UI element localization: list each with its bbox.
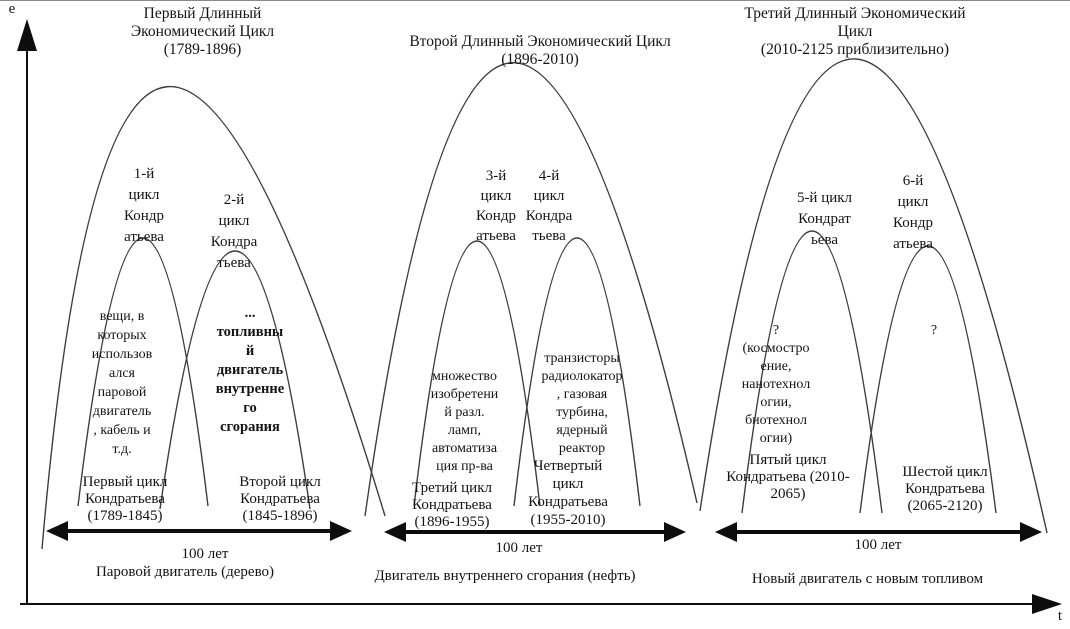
duration-arrow-1-left-head-icon	[46, 521, 68, 541]
duration-arrow-2-right-head-icon	[664, 522, 686, 542]
wave-5-description: ? (космостро ение, нанотехнол огии, биот…	[741, 323, 811, 446]
long-cycle-2-engine-label: Двигатель внутреннего сгорания (нефть)	[374, 568, 636, 584]
long-cycle-3-duration-label: 100 лет	[854, 537, 902, 553]
wave-6-description: ?	[930, 323, 938, 338]
x-axis-arrowhead-icon	[1032, 594, 1062, 614]
x-axis-label: t	[1057, 608, 1063, 624]
kondratiev-wave-4-curve	[513, 237, 641, 507]
kondratiev-wave-1-curve	[77, 237, 209, 507]
kondratiev-wave-2-curve	[159, 250, 311, 510]
wave-3-name: 3-й цикл Кондр атьева	[476, 168, 516, 244]
long-cycle-3-title: Третий Длинный Экономический Цикл (2010-…	[744, 5, 966, 58]
duration-arrow-1-right-head-icon	[330, 521, 352, 541]
long-cycle-1-curve	[41, 85, 386, 550]
long-cycle-1-duration-label: 100 лет	[181, 546, 229, 562]
long-cycle-1-engine-label: Паровой двигатель (дерево)	[95, 564, 275, 580]
y-axis-arrowhead-icon	[17, 19, 37, 51]
wave-1-description: вещи, в которых использов ался паровой д…	[91, 309, 153, 457]
long-cycle-2-curve	[364, 62, 698, 517]
y-axis-label: e	[8, 1, 16, 17]
wave-4-description: транзисторы радиолокатор , газовая турби…	[541, 351, 623, 456]
kondratiev-wave-3-curve	[413, 240, 541, 507]
wave-2-period: Второй цикл Кондратьева (1845-1896)	[239, 474, 321, 524]
duration-arrow-2-left-head-icon	[384, 522, 406, 542]
wave-5-period: Пятый цикл Кондратьева (2010- 2065)	[726, 452, 850, 502]
wave-1-name: 1-й цикл Кондр атьева	[124, 166, 164, 245]
duration-arrow-3-left-head-icon	[715, 522, 737, 542]
wave-6-period: Шестой цикл Кондратьева (2065-2120)	[902, 464, 988, 514]
long-cycle-3-curve	[699, 58, 1048, 534]
wave-2-description: ... топливны й двигатель внутренне го сг…	[215, 305, 285, 435]
wave-2-name: 2-й цикл Кондра тьева	[210, 192, 258, 271]
duration-arrow-3-right-head-icon	[1020, 522, 1042, 542]
wave-4-period: Четвертый цикл Кондратьева (1955-2010)	[528, 458, 608, 528]
long-cycle-2-duration-label: 100 лет	[495, 540, 543, 556]
wave-3-period: Третий цикл Кондратьева (1896-1955)	[412, 480, 492, 530]
kondratiev-wave-5-curve	[741, 230, 883, 514]
kondratiev-wave-6-curve	[859, 245, 997, 514]
wave-6-name: 6-й цикл Кондр атьева	[893, 173, 933, 252]
wave-3-description: множество изобретени й разл. ламп, автом…	[430, 369, 499, 474]
wave-5-name: 5-й цикл Кондрат ьева	[796, 190, 853, 248]
long-cycle-3-engine-label: Новый двигатель с новым топливом	[751, 571, 984, 587]
long-cycle-2-title: Второй Длинный Экономический Цикл (1896-…	[409, 33, 671, 68]
wave-1-period: Первый цикл Кондратьева (1789-1845)	[82, 474, 168, 524]
long-cycle-1-title: Первый Длинный Экономический Цикл (1789-…	[130, 5, 275, 58]
wave-4-name: 4-й цикл Кондра тьева	[525, 168, 573, 244]
